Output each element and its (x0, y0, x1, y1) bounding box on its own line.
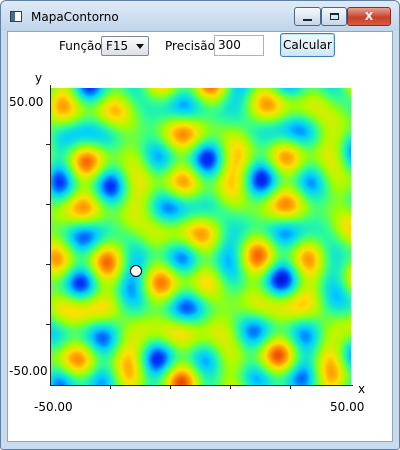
y-axis-line (50, 85, 51, 385)
x-tick-mark (230, 385, 231, 389)
y-tick-mark (46, 324, 50, 325)
title-bar[interactable]: MapaContorno X (1, 1, 399, 31)
minimize-icon (303, 18, 312, 21)
contour-heatmap[interactable] (51, 88, 351, 385)
app-window-icon (10, 11, 22, 22)
x-min-tick-label: -50.00 (34, 400, 73, 414)
minimize-button[interactable] (294, 7, 321, 26)
maximize-icon (329, 13, 339, 20)
close-icon: X (364, 10, 374, 23)
y-tick-mark (46, 144, 50, 145)
precision-input[interactable]: 300 (214, 35, 264, 56)
y-axis-label: y (35, 71, 43, 85)
window-title: MapaContorno (31, 10, 119, 24)
y-tick-mark (46, 264, 50, 265)
chevron-down-icon[interactable] (136, 44, 144, 49)
client-area: Função F15 Precisão 300 Calcular y 50.00… (7, 31, 393, 442)
x-axis-line (50, 385, 353, 386)
calculate-button[interactable]: Calcular (280, 33, 335, 57)
y-max-tick-label: 50.00 (9, 95, 44, 109)
function-label: Função (59, 39, 102, 53)
x-tick-mark (290, 385, 291, 389)
close-button[interactable]: X (347, 7, 391, 26)
x-tick-mark (110, 385, 111, 389)
precision-label: Precisão (165, 39, 215, 53)
x-max-tick-label: 50.00 (330, 400, 365, 414)
function-select[interactable]: F15 (101, 36, 149, 56)
function-select-value: F15 (106, 39, 129, 53)
minimum-point-marker[interactable] (130, 265, 142, 277)
x-axis-label: x (358, 382, 366, 396)
maximize-button[interactable] (321, 7, 347, 26)
x-tick-mark (170, 385, 171, 389)
y-tick-mark (46, 204, 50, 205)
y-min-tick-label: -50.00 (9, 364, 48, 378)
